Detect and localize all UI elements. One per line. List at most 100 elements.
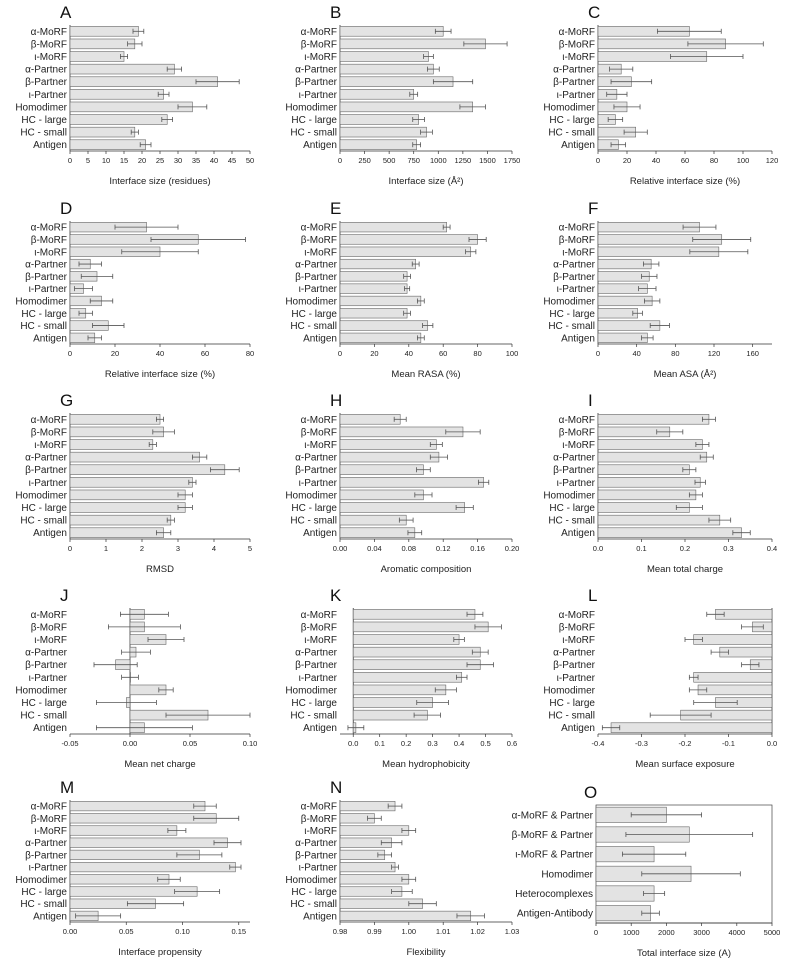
x-tick-label: 0.1 — [636, 544, 646, 553]
panel-letter: B — [330, 3, 341, 22]
category-label: α-MoRF — [31, 27, 67, 38]
category-label: β-MoRF — [31, 814, 67, 825]
category-label: α-Partner — [553, 453, 596, 464]
category-label: HC - large — [21, 503, 67, 514]
x-tick-label: 1.01 — [436, 927, 451, 936]
panel-h: H 0.00 0.04 0.08 0.12 0.16 0.20 Aromatic compos… — [285, 391, 519, 575]
x-tick-label: 0 — [338, 156, 342, 165]
x-axis-title: RMSD — [146, 564, 174, 575]
category-label: HC - large — [21, 887, 67, 898]
x-tick-label: 120 — [708, 349, 721, 358]
category-label: Antigen — [33, 911, 67, 922]
x-axis-title: Mean total charge — [647, 564, 723, 575]
x-tick-label: 40 — [632, 349, 640, 358]
x-tick-label: 0.16 — [470, 544, 485, 553]
x-tick-label: 0 — [68, 544, 72, 553]
x-tick-label: 0 — [338, 349, 342, 358]
category-label: HC - small — [548, 128, 595, 139]
bar — [597, 464, 690, 475]
x-tick-label: 0.99 — [367, 927, 382, 936]
category-label: β-MoRF & Partner — [512, 830, 594, 841]
bar — [339, 477, 484, 488]
bar — [339, 222, 447, 233]
x-tick-label: 0.05 — [119, 927, 134, 936]
x-tick-label: 1 — [104, 544, 108, 553]
category-label: β-MoRF — [301, 39, 337, 50]
category-label: Heterocomplexes — [515, 889, 593, 900]
category-label: β-Partner — [295, 850, 338, 861]
x-tick-label: 0.2 — [680, 544, 690, 553]
category-label: ι-MoRF — [304, 826, 337, 837]
x-tick-label: 100 — [737, 156, 750, 165]
x-axis-title: Mean ASA (Å²) — [654, 369, 717, 380]
x-tick-label: 1000 — [623, 928, 640, 937]
category-label: ι-Partner — [299, 478, 338, 489]
bar — [69, 139, 146, 150]
category-label: α-MoRF — [301, 27, 337, 38]
category-label: α-MoRF — [31, 802, 67, 813]
bar — [69, 477, 193, 488]
category-label: α-Partner — [25, 260, 68, 271]
x-tick-label: 0 — [596, 156, 600, 165]
category-label: ι-MoRF — [562, 52, 595, 63]
bar — [597, 308, 638, 319]
bar — [597, 489, 697, 501]
bar — [69, 439, 154, 450]
bar — [69, 26, 139, 37]
category-label: ι-MoRF — [304, 247, 337, 258]
bar — [69, 38, 136, 50]
x-tick-label: 0.5 — [480, 739, 490, 748]
bar — [339, 126, 427, 138]
x-tick-label: 20 — [370, 349, 378, 358]
bar — [339, 439, 437, 450]
x-tick-label: 40 — [652, 156, 660, 165]
bar — [339, 426, 464, 438]
category-label: α-MoRF — [559, 223, 595, 234]
panel-b: B 0 250 500 750 1000 1250 1500 1750 Interface siz… — [285, 3, 520, 187]
bar — [597, 414, 710, 425]
x-tick-label: 1750 — [504, 156, 521, 165]
bar — [339, 464, 424, 475]
x-tick-label: -0.1 — [722, 739, 735, 748]
bar — [339, 26, 444, 37]
category-label: α-Partner — [295, 65, 338, 76]
bar — [352, 646, 481, 658]
x-tick-label: 120 — [766, 156, 779, 165]
category-label: β-MoRF — [301, 622, 337, 633]
bar — [339, 514, 407, 526]
bar — [339, 271, 408, 282]
bar — [597, 527, 742, 538]
bar — [69, 874, 170, 885]
bar — [69, 126, 136, 138]
bar — [339, 283, 408, 294]
x-tick-label: 750 — [407, 156, 420, 165]
category-label: HC - large — [21, 115, 67, 126]
x-tick-label: 20 — [111, 349, 119, 358]
category-label: ι-MoRF — [34, 247, 67, 258]
bar — [339, 51, 429, 62]
bar — [69, 76, 218, 87]
bar — [69, 837, 228, 848]
bar — [339, 801, 396, 812]
panel-m: M 0.00 0.05 0.10 0.15 Interface propensity α-M… — [15, 778, 250, 958]
category-label: ι-MoRF — [34, 52, 67, 63]
category-label: Homodimer — [15, 296, 67, 307]
category-label: Homodimer — [285, 490, 337, 501]
category-label: ι-Partner — [557, 673, 596, 684]
category-label: HC - small — [548, 516, 595, 527]
category-label: β-MoRF — [559, 39, 595, 50]
category-label: HC - small — [548, 321, 595, 332]
x-axis-title: Interface propensity — [118, 947, 202, 958]
category-label: α-MoRF — [301, 223, 337, 234]
x-axis-title: Mean net charge — [124, 759, 195, 770]
x-tick-label: 40 — [156, 349, 164, 358]
category-label: Antigen — [303, 911, 337, 922]
bar — [339, 89, 415, 100]
category-label: β-MoRF — [301, 814, 337, 825]
category-label: Homodimer — [541, 869, 593, 880]
bar — [339, 874, 410, 885]
category-label: β-MoRF — [31, 235, 67, 246]
bar — [597, 502, 690, 513]
